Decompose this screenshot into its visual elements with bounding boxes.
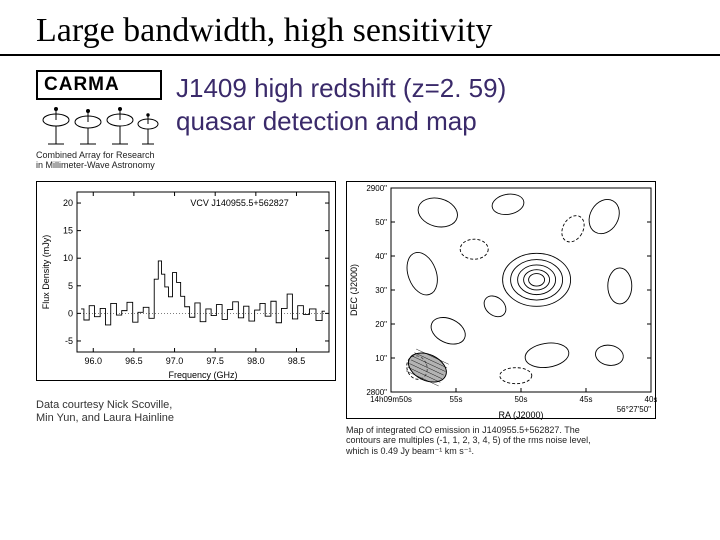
svg-text:50s: 50s xyxy=(515,395,528,404)
svg-text:96.0: 96.0 xyxy=(84,356,102,366)
svg-text:-5: -5 xyxy=(65,336,73,346)
svg-text:VCV J140955.5+562827: VCV J140955.5+562827 xyxy=(190,198,288,208)
svg-text:10": 10" xyxy=(375,354,387,363)
svg-text:0: 0 xyxy=(68,308,73,318)
map-caption: Map of integrated CO emission in J140955… xyxy=(346,425,656,457)
carma-logo-block: CARMA xyxy=(36,70,162,171)
svg-text:20: 20 xyxy=(63,198,73,208)
svg-text:40": 40" xyxy=(375,252,387,261)
svg-text:14h09m50s: 14h09m50s xyxy=(370,395,412,404)
svg-text:97.0: 97.0 xyxy=(166,356,184,366)
contour-map: 2900"50"40"30"20"10"2800"14h09m50s55s50s… xyxy=(346,181,656,419)
svg-text:56°27'50": 56°27'50" xyxy=(617,405,651,414)
logo-caption-l2: in Millimeter-Wave Astronomy xyxy=(36,160,155,170)
spectrum-plot: -5 0 5 10 15 20 96.0 96.5 97.0 97.5 98.0 98.5 Freque… xyxy=(36,181,336,381)
content-area: CARMA xyxy=(0,62,720,467)
svg-text:98.0: 98.0 xyxy=(247,356,265,366)
left-panel: -5 0 5 10 15 20 96.0 96.5 97.0 97.5 98.0 98.5 Freque… xyxy=(36,181,336,457)
credit-l1: Data courtesy Nick Scoville, xyxy=(36,399,172,411)
svg-text:Frequency (GHz): Frequency (GHz) xyxy=(168,370,237,380)
svg-text:10: 10 xyxy=(63,253,73,263)
svg-text:98.5: 98.5 xyxy=(288,356,306,366)
svg-text:DEC (J2000): DEC (J2000) xyxy=(349,264,359,316)
slide-title: Large bandwidth, high sensitivity xyxy=(0,0,720,54)
panels-row: -5 0 5 10 15 20 96.0 96.5 97.0 97.5 98.0 98.5 Freque… xyxy=(36,181,700,457)
logo-caption-l1: Combined Array for Research xyxy=(36,150,155,160)
svg-text:30": 30" xyxy=(375,286,387,295)
mapcap-l1: Map of integrated CO emission in J140955… xyxy=(346,425,580,435)
mapcap-l3: which is 0.49 Jy beam⁻¹ km s⁻¹. xyxy=(346,446,474,456)
header-row: CARMA xyxy=(36,70,700,171)
right-panel: 2900"50"40"30"20"10"2800"14h09m50s55s50s… xyxy=(346,181,656,457)
title-underline xyxy=(0,54,720,56)
svg-text:96.5: 96.5 xyxy=(125,356,143,366)
svg-text:97.5: 97.5 xyxy=(206,356,224,366)
svg-text:45s: 45s xyxy=(580,395,593,404)
svg-text:RA (J2000): RA (J2000) xyxy=(498,410,543,420)
svg-text:5: 5 xyxy=(68,280,73,290)
logo-caption: Combined Array for Research in Millimete… xyxy=(36,150,162,171)
data-credit: Data courtesy Nick Scoville, Min Yun, an… xyxy=(36,399,336,425)
svg-text:40s: 40s xyxy=(645,395,657,404)
credit-l2: Min Yun, and Laura Hainline xyxy=(36,412,174,424)
svg-text:50": 50" xyxy=(375,218,387,227)
svg-text:Flux Density (mJy): Flux Density (mJy) xyxy=(41,234,51,309)
figtitle-l1: J1409 high redshift (z=2. 59) xyxy=(176,73,506,103)
svg-text:20": 20" xyxy=(375,320,387,329)
carma-logo-text: CARMA xyxy=(36,70,162,100)
svg-text:2900": 2900" xyxy=(366,184,387,193)
figtitle-l2: quasar detection and map xyxy=(176,106,477,136)
figure-title: J1409 high redshift (z=2. 59) quasar det… xyxy=(176,70,506,137)
dishes-icon xyxy=(36,104,162,148)
mapcap-l2: contours are multiples (-1, 1, 2, 3, 4, … xyxy=(346,435,591,445)
svg-text:55s: 55s xyxy=(450,395,463,404)
svg-text:15: 15 xyxy=(63,225,73,235)
